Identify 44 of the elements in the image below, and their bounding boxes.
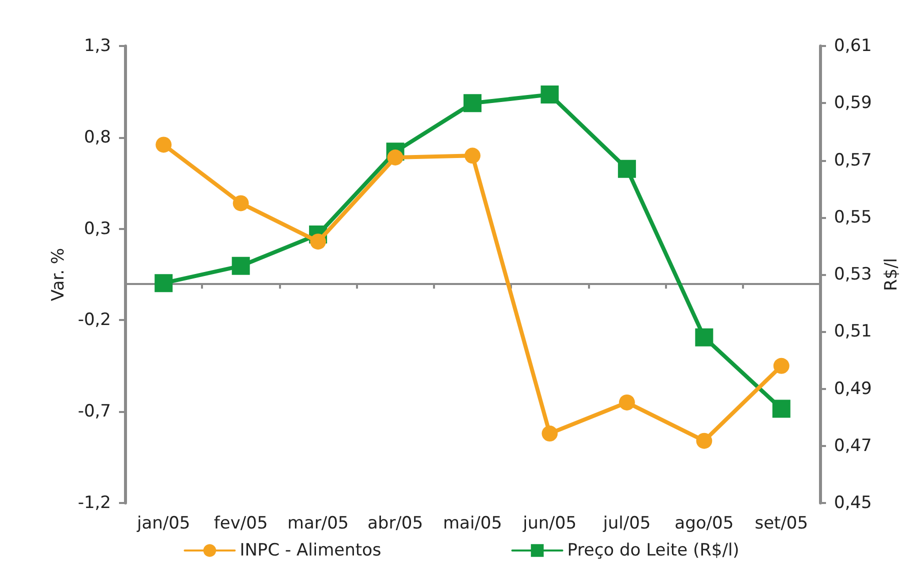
y2-tick-label: 0,53 [834, 264, 872, 284]
y-tick-label: -0,2 [78, 310, 111, 330]
point [387, 150, 404, 166]
x-tick-label: mar/05 [287, 514, 349, 534]
legend-label: Preço do Leite (R$/l) [567, 540, 740, 560]
point [464, 94, 482, 112]
x-tick-label: ago/05 [674, 514, 734, 534]
y2-tick-label: 0,49 [834, 378, 872, 399]
y2-tick-label: 0,55 [834, 207, 872, 228]
x-tick-label: set/05 [754, 514, 808, 534]
y2-tick-label: 0,59 [834, 93, 872, 114]
point [154, 274, 173, 292]
point [772, 400, 790, 418]
x-tick-label: jun/05 [522, 514, 577, 534]
y2-tick-label: 0,61 [834, 36, 872, 56]
point [542, 426, 558, 442]
x-tick-label: jul/05 [602, 514, 651, 534]
y-tick-label: -1,2 [78, 493, 111, 513]
point [773, 358, 790, 374]
x-tick-label: abr/05 [367, 514, 424, 534]
point [618, 394, 635, 410]
y-axis-title: Var. % [48, 248, 68, 302]
y-tick-label: 0,8 [84, 127, 111, 148]
point [232, 256, 250, 275]
y2-tick-label: 0,57 [834, 150, 872, 170]
point [156, 136, 172, 153]
point [232, 195, 249, 212]
y-tick-label: 1,3 [84, 36, 111, 56]
point [310, 234, 326, 250]
point [618, 160, 636, 178]
y2-tick-label: 0,47 [834, 436, 872, 456]
legend-label: INPC - Alimentos [240, 540, 382, 560]
y-tick-label: 0,3 [84, 218, 111, 239]
y2-tick-label: 0,51 [834, 322, 872, 342]
point [695, 328, 714, 346]
y2-axis-title: R$/l [881, 258, 902, 292]
y2-tick-label: 0,45 [834, 493, 872, 513]
y-tick-label: -0,7 [78, 402, 111, 422]
point [540, 86, 559, 104]
point [696, 432, 712, 449]
x-tick-label: jan/05 [136, 514, 190, 534]
x-tick-label: fev/05 [214, 514, 268, 534]
point [464, 148, 480, 164]
x-tick-label: mai/05 [442, 514, 502, 534]
